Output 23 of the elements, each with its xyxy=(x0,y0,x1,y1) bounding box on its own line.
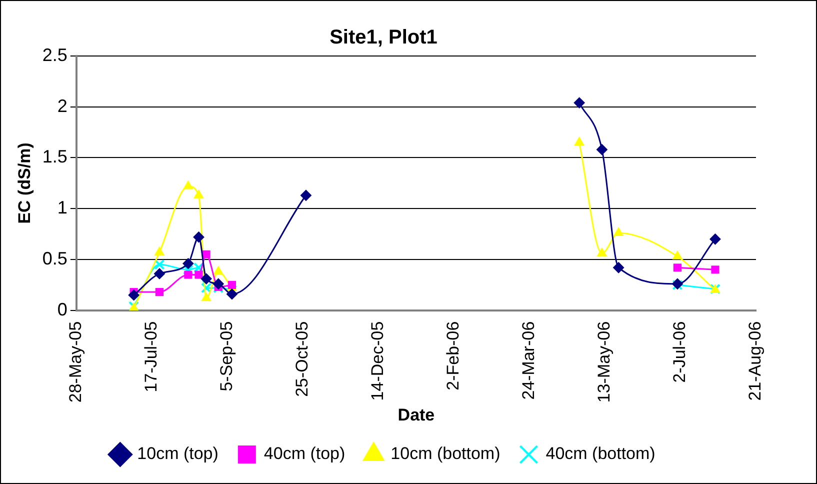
x-tick-label: 28-May-05 xyxy=(66,321,86,403)
y-tick-label: 1.5 xyxy=(42,146,68,167)
legend-label: 10cm (top) xyxy=(137,444,218,464)
y-tick-label: 2.5 xyxy=(42,44,68,65)
x-tick-label: 13-May-06 xyxy=(594,321,614,403)
y-tick-label: 2 xyxy=(57,96,68,116)
x-tick-label: 21-Aug-06 xyxy=(746,321,765,401)
legend-label: 10cm (bottom) xyxy=(390,444,500,464)
x-tick-label: 2-Jul-06 xyxy=(670,321,690,383)
x-tick-label: 25-Oct-05 xyxy=(292,321,312,397)
y-tick-label: 1 xyxy=(57,198,68,218)
x-axis-title: Date xyxy=(398,405,435,424)
chart-title: Site1, Plot1 xyxy=(330,26,438,49)
x-tick-label: 17-Jul-05 xyxy=(142,321,161,392)
x-tick-label: 2-Feb-06 xyxy=(444,321,463,390)
x-tick-label: 5-Sep-05 xyxy=(217,321,236,392)
legend-label: 40cm (top) xyxy=(264,444,346,464)
y-tick-label: 0.5 xyxy=(42,248,68,268)
y-tick-label: 0 xyxy=(57,299,68,320)
x-tick-label: 24-Mar-06 xyxy=(519,321,538,400)
y-axis-title: EC (dS/m) xyxy=(14,142,34,224)
x-tick-label: 14-Dec-05 xyxy=(368,321,388,401)
legend-label: 40cm (bottom) xyxy=(546,444,656,464)
